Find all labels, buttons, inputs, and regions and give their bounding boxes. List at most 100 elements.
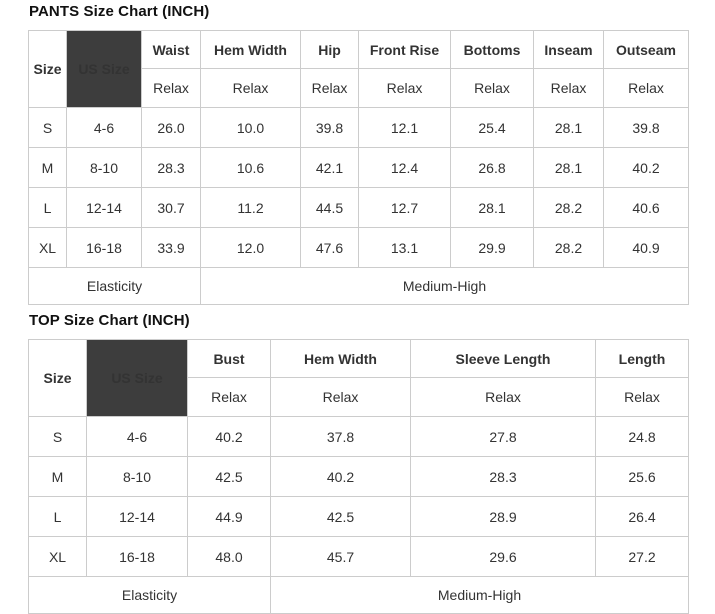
column-header-waist: Waist <box>141 30 201 69</box>
top-header-row: Size US Size Bust Hem Width Sleeve Lengt… <box>28 339 689 417</box>
column-header-bottoms: Bottoms <box>450 30 534 69</box>
value-cell: 12.4 <box>358 147 451 188</box>
value-cell: 42.5 <box>187 456 271 497</box>
fit-cell: Relax <box>533 68 604 108</box>
column-header-hip: Hip <box>300 30 359 69</box>
us-size-cell: 16-18 <box>86 536 188 577</box>
top-chart-section: TOP Size Chart (INCH) Size US Size Bust … <box>28 312 715 614</box>
value-cell: 29.9 <box>450 227 534 268</box>
value-cell: 39.8 <box>300 107 359 148</box>
pants-chart-section: PANTS Size Chart (INCH) Size US Size Wai… <box>28 3 715 305</box>
column-header-outseam: Outseam <box>603 30 689 69</box>
column-header-bust: Bust <box>187 339 271 378</box>
fit-cell: Relax <box>410 377 596 417</box>
fit-cell: Relax <box>200 68 301 108</box>
top-row-l: L 12-14 44.9 42.5 28.9 26.4 <box>28 496 689 537</box>
fit-cell: Relax <box>450 68 534 108</box>
size-cell: M <box>28 147 67 188</box>
pants-us-size-column-header: US Size <box>66 30 142 108</box>
elasticity-label-cell: Elasticity <box>28 576 271 614</box>
top-row-xl: XL 16-18 48.0 45.7 29.6 27.2 <box>28 536 689 577</box>
top-elasticity-row: Elasticity Medium-High <box>28 576 689 614</box>
value-cell: 28.1 <box>533 147 604 188</box>
value-cell: 40.2 <box>270 456 411 497</box>
top-size-table: Size US Size Bust Hem Width Sleeve Lengt… <box>28 339 689 614</box>
pants-fit-row: Relax Relax Relax Relax Relax Relax Rela… <box>29 68 689 108</box>
size-cell: S <box>28 416 87 457</box>
us-size-cell: 16-18 <box>66 227 142 268</box>
value-cell: 12.7 <box>358 187 451 228</box>
value-cell: 40.9 <box>603 227 689 268</box>
value-cell: 12.1 <box>358 107 451 148</box>
value-cell: 28.2 <box>533 227 604 268</box>
us-size-cell: 8-10 <box>66 147 142 188</box>
fit-cell: Relax <box>141 68 201 108</box>
fit-cell: Relax <box>270 377 411 417</box>
fit-cell: Relax <box>603 68 689 108</box>
top-us-size-column-header: US Size <box>86 339 188 417</box>
size-cell: M <box>28 456 87 497</box>
value-cell: 37.8 <box>270 416 411 457</box>
top-row-m: M 8-10 42.5 40.2 28.3 25.6 <box>28 456 689 497</box>
pants-elasticity-row: Elasticity Medium-High <box>28 267 689 305</box>
value-cell: 27.8 <box>410 416 596 457</box>
column-header-inseam: Inseam <box>533 30 604 69</box>
pants-chart-title: PANTS Size Chart (INCH) <box>29 3 210 20</box>
value-cell: 11.2 <box>200 187 301 228</box>
value-cell: 42.5 <box>270 496 411 537</box>
value-cell: 25.4 <box>450 107 534 148</box>
pants-row-s: S 4-6 26.0 10.0 39.8 12.1 25.4 28.1 39.8 <box>28 107 689 148</box>
value-cell: 47.6 <box>300 227 359 268</box>
us-size-cell: 4-6 <box>86 416 188 457</box>
value-cell: 29.6 <box>410 536 596 577</box>
us-size-cell: 12-14 <box>86 496 188 537</box>
us-size-cell: 12-14 <box>66 187 142 228</box>
pants-row-m: M 8-10 28.3 10.6 42.1 12.4 26.8 28.1 40.… <box>28 147 689 188</box>
value-cell: 28.3 <box>410 456 596 497</box>
elasticity-value-cell: Medium-High <box>270 576 689 614</box>
size-cell: XL <box>28 227 67 268</box>
value-cell: 44.9 <box>187 496 271 537</box>
elasticity-label-cell: Elasticity <box>28 267 201 305</box>
pants-size-column-header: Size <box>28 30 67 108</box>
column-header-sleeve-length: Sleeve Length <box>410 339 596 378</box>
fit-cell: Relax <box>300 68 359 108</box>
value-cell: 28.2 <box>533 187 604 228</box>
size-cell: XL <box>28 536 87 577</box>
us-size-cell: 8-10 <box>86 456 188 497</box>
fit-cell: Relax <box>187 377 271 417</box>
value-cell: 28.3 <box>141 147 201 188</box>
elasticity-value-cell: Medium-High <box>200 267 689 305</box>
column-header-length: Length <box>595 339 689 378</box>
value-cell: 48.0 <box>187 536 271 577</box>
value-cell: 27.2 <box>595 536 689 577</box>
top-fit-row: Relax Relax Relax Relax <box>29 377 689 417</box>
pants-header-row: Size US Size Waist Hem Width Hip Front R… <box>28 30 689 108</box>
value-cell: 10.0 <box>200 107 301 148</box>
value-cell: 28.9 <box>410 496 596 537</box>
column-header-hem-width: Hem Width <box>270 339 411 378</box>
value-cell: 45.7 <box>270 536 411 577</box>
pants-size-table: Size US Size Waist Hem Width Hip Front R… <box>28 30 689 305</box>
value-cell: 28.1 <box>533 107 604 148</box>
value-cell: 13.1 <box>358 227 451 268</box>
value-cell: 42.1 <box>300 147 359 188</box>
pants-row-l: L 12-14 30.7 11.2 44.5 12.7 28.1 28.2 40… <box>28 187 689 228</box>
value-cell: 30.7 <box>141 187 201 228</box>
value-cell: 26.0 <box>141 107 201 148</box>
value-cell: 28.1 <box>450 187 534 228</box>
us-size-cell: 4-6 <box>66 107 142 148</box>
column-header-front-rise: Front Rise <box>358 30 451 69</box>
value-cell: 26.8 <box>450 147 534 188</box>
value-cell: 40.2 <box>603 147 689 188</box>
value-cell: 25.6 <box>595 456 689 497</box>
size-cell: L <box>28 187 67 228</box>
fit-cell: Relax <box>595 377 689 417</box>
value-cell: 24.8 <box>595 416 689 457</box>
value-cell: 40.2 <box>187 416 271 457</box>
pants-row-xl: XL 16-18 33.9 12.0 47.6 13.1 29.9 28.2 4… <box>28 227 689 268</box>
top-chart-title: TOP Size Chart (INCH) <box>29 312 190 329</box>
size-cell: L <box>28 496 87 537</box>
value-cell: 44.5 <box>300 187 359 228</box>
